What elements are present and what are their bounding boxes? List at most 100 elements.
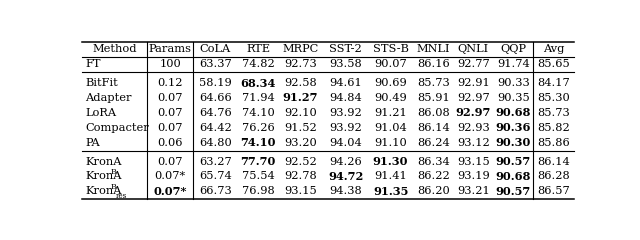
- Text: 0.07*: 0.07*: [154, 171, 186, 181]
- Text: 0.07: 0.07: [157, 108, 183, 118]
- Text: 91.30: 91.30: [373, 156, 408, 167]
- Text: 74.82: 74.82: [241, 59, 275, 69]
- Text: 74.10: 74.10: [240, 137, 276, 148]
- Text: Params: Params: [148, 44, 191, 54]
- Text: 0.07*: 0.07*: [154, 186, 187, 197]
- Text: 76.98: 76.98: [241, 186, 275, 196]
- Text: 91.04: 91.04: [374, 123, 407, 133]
- Text: 93.20: 93.20: [284, 138, 317, 148]
- Text: KronA: KronA: [85, 156, 122, 167]
- Text: 93.21: 93.21: [457, 186, 490, 196]
- Text: 75.54: 75.54: [241, 171, 275, 181]
- Text: FT: FT: [85, 59, 100, 69]
- Text: KronA: KronA: [85, 186, 122, 196]
- Text: 58.19: 58.19: [199, 78, 232, 88]
- Text: 64.66: 64.66: [199, 93, 232, 103]
- Text: Avg: Avg: [543, 44, 564, 54]
- Text: 85.73: 85.73: [417, 78, 449, 88]
- Text: 76.26: 76.26: [241, 123, 275, 133]
- Text: 74.10: 74.10: [241, 108, 275, 118]
- Text: 93.92: 93.92: [329, 123, 362, 133]
- Text: 93.12: 93.12: [457, 138, 490, 148]
- Text: 92.10: 92.10: [284, 108, 317, 118]
- Text: res: res: [116, 192, 127, 199]
- Text: 64.42: 64.42: [199, 123, 232, 133]
- Text: 84.17: 84.17: [537, 78, 570, 88]
- Text: 94.38: 94.38: [329, 186, 362, 196]
- Text: QNLI: QNLI: [458, 44, 489, 54]
- Text: RTE: RTE: [246, 44, 270, 54]
- Text: 0.07: 0.07: [157, 156, 183, 167]
- Text: 92.78: 92.78: [284, 171, 317, 181]
- Text: 68.34: 68.34: [240, 78, 276, 89]
- Text: 91.21: 91.21: [374, 108, 407, 118]
- Text: 92.52: 92.52: [284, 156, 317, 167]
- Text: 94.26: 94.26: [329, 156, 362, 167]
- Text: QQP: QQP: [500, 44, 526, 54]
- Text: KronA: KronA: [85, 171, 122, 181]
- Text: 91.74: 91.74: [497, 59, 530, 69]
- Text: 91.35: 91.35: [373, 186, 408, 197]
- Text: 65.74: 65.74: [199, 171, 232, 181]
- Text: 90.49: 90.49: [374, 93, 407, 103]
- Text: LoRA: LoRA: [85, 108, 116, 118]
- Text: 90.33: 90.33: [497, 78, 530, 88]
- Text: 90.30: 90.30: [496, 137, 531, 148]
- Text: 86.57: 86.57: [537, 186, 570, 196]
- Text: 0.06: 0.06: [157, 138, 183, 148]
- Text: 77.70: 77.70: [240, 156, 276, 167]
- Text: 90.68: 90.68: [496, 107, 531, 118]
- Text: 86.20: 86.20: [417, 186, 449, 196]
- Text: 0.12: 0.12: [157, 78, 183, 88]
- Text: 91.10: 91.10: [374, 138, 407, 148]
- Text: 66.73: 66.73: [199, 186, 232, 196]
- Text: 86.14: 86.14: [417, 123, 449, 133]
- Text: 94.72: 94.72: [328, 171, 364, 182]
- Text: 92.77: 92.77: [457, 59, 490, 69]
- Text: MRPC: MRPC: [282, 44, 319, 54]
- Text: 85.82: 85.82: [537, 123, 570, 133]
- Text: 90.07: 90.07: [374, 59, 407, 69]
- Text: 92.97: 92.97: [456, 107, 491, 118]
- Text: 93.15: 93.15: [457, 156, 490, 167]
- Text: 100: 100: [159, 59, 181, 69]
- Text: 0.07: 0.07: [157, 123, 183, 133]
- Text: SST-2: SST-2: [329, 44, 362, 54]
- Text: 86.24: 86.24: [417, 138, 449, 148]
- Text: 94.04: 94.04: [329, 138, 362, 148]
- Text: 85.91: 85.91: [417, 93, 449, 103]
- Text: 93.19: 93.19: [457, 171, 490, 181]
- Text: 92.93: 92.93: [457, 123, 490, 133]
- Text: 93.92: 93.92: [329, 108, 362, 118]
- Text: BitFit: BitFit: [85, 78, 118, 88]
- Text: 64.76: 64.76: [199, 108, 232, 118]
- Text: 92.58: 92.58: [284, 78, 317, 88]
- Text: 91.52: 91.52: [284, 123, 317, 133]
- Text: B: B: [111, 183, 116, 191]
- Text: Compacter: Compacter: [85, 123, 148, 133]
- Text: 86.22: 86.22: [417, 171, 449, 181]
- Text: 91.41: 91.41: [374, 171, 407, 181]
- Text: 94.84: 94.84: [329, 93, 362, 103]
- Text: 64.80: 64.80: [199, 138, 232, 148]
- Text: 85.30: 85.30: [537, 93, 570, 103]
- Text: 85.86: 85.86: [537, 138, 570, 148]
- Text: 90.35: 90.35: [497, 93, 530, 103]
- Text: 91.27: 91.27: [283, 92, 318, 103]
- Text: B: B: [111, 168, 116, 176]
- Text: 86.28: 86.28: [537, 171, 570, 181]
- Text: 90.57: 90.57: [496, 156, 531, 167]
- Text: 86.14: 86.14: [537, 156, 570, 167]
- Text: 92.73: 92.73: [284, 59, 317, 69]
- Text: 85.73: 85.73: [537, 108, 570, 118]
- Text: 86.08: 86.08: [417, 108, 449, 118]
- Text: 63.37: 63.37: [199, 59, 232, 69]
- Text: 0.07: 0.07: [157, 93, 183, 103]
- Text: PA: PA: [85, 138, 100, 148]
- Text: 93.58: 93.58: [329, 59, 362, 69]
- Text: STS-B: STS-B: [372, 44, 408, 54]
- Text: CoLA: CoLA: [200, 44, 231, 54]
- Text: 92.91: 92.91: [457, 78, 490, 88]
- Text: 93.15: 93.15: [284, 186, 317, 196]
- Text: 71.94: 71.94: [241, 93, 275, 103]
